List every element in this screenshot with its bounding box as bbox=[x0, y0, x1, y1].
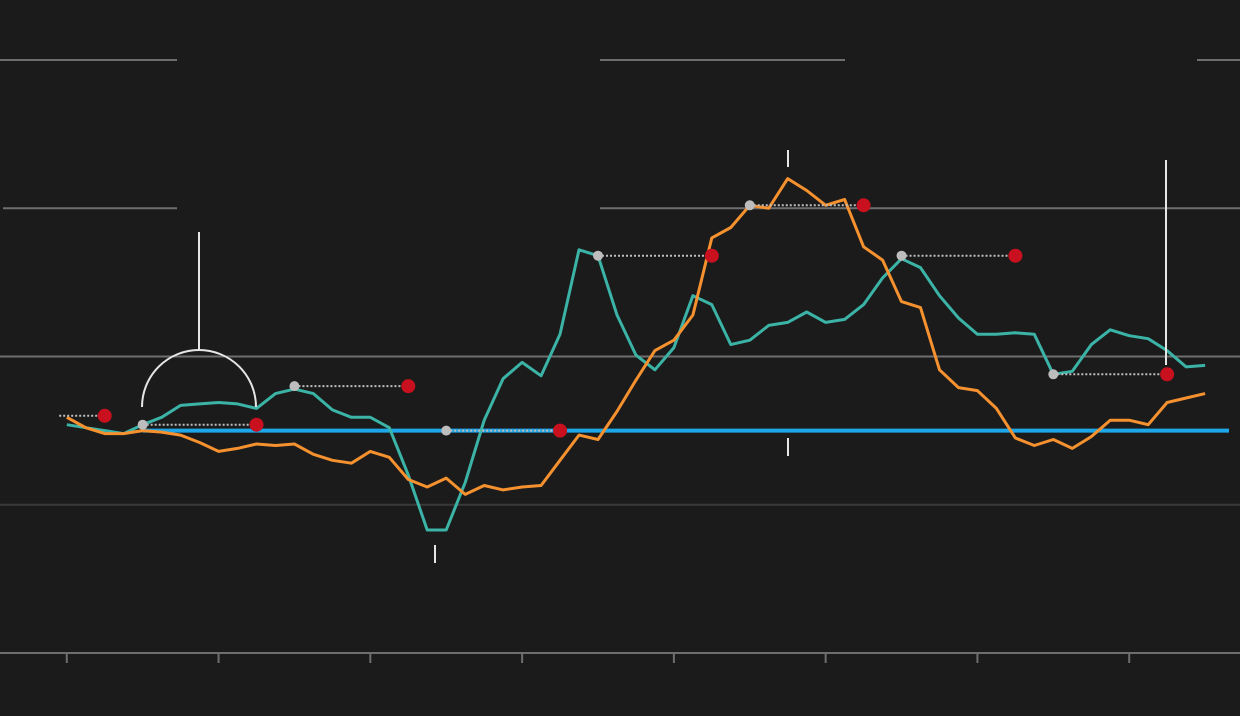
lag-start bbox=[744, 200, 755, 211]
lag-start bbox=[1048, 369, 1059, 380]
lag-end bbox=[1008, 248, 1023, 263]
lag-start bbox=[289, 381, 300, 392]
lag-end bbox=[704, 248, 719, 263]
lag-end bbox=[856, 198, 871, 213]
lag-end bbox=[97, 408, 112, 423]
lag-start bbox=[896, 250, 907, 261]
lag-start bbox=[441, 425, 452, 436]
lag-end bbox=[401, 379, 416, 394]
bracket-arc bbox=[141, 349, 257, 408]
lag-end bbox=[1160, 367, 1175, 382]
lag-start bbox=[137, 419, 148, 430]
lag-end bbox=[553, 423, 568, 438]
grid bbox=[0, 59, 1240, 663]
plot bbox=[66, 177, 1229, 532]
lag-markers bbox=[59, 198, 1175, 438]
series-line bbox=[66, 248, 1206, 532]
annotations bbox=[141, 150, 1167, 563]
series-line bbox=[66, 177, 1206, 496]
lag-end bbox=[249, 417, 264, 432]
lag-start bbox=[592, 250, 603, 261]
